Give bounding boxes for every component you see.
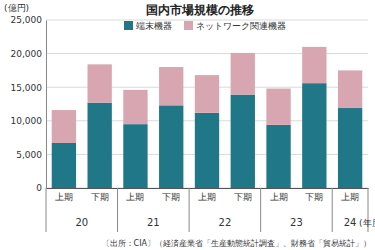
x-tick-label: 上期 [55, 192, 73, 202]
group-label: 22 [219, 217, 232, 228]
group-label: 20 [75, 217, 88, 228]
chart: 05,00010,00015,00020,00025,000上期下期上期下期上期… [0, 0, 375, 250]
bar [231, 53, 255, 95]
bar [195, 113, 219, 188]
plot: 05,00010,00015,00020,00025,000上期下期上期下期上期… [11, 15, 369, 232]
group-label: 24 [344, 217, 357, 228]
x-axis-line [47, 188, 369, 189]
y-tick-label: 15,000 [11, 83, 43, 93]
x-axis-title: (年度) [359, 218, 375, 228]
group-separator [189, 188, 190, 232]
grid [46, 20, 368, 188]
x-tick-label: 下期 [91, 192, 109, 202]
group-separator [260, 188, 261, 232]
group-label: 23 [290, 217, 303, 228]
y-tick-label: 10,000 [11, 116, 43, 126]
y-axis: 0 5,000 10,000 15,000 20,000 25,000 [11, 15, 47, 193]
x-tick: 下期 [162, 188, 180, 202]
legend-swatch [124, 21, 133, 30]
x-tick-label: 上期 [270, 192, 288, 202]
series-bars [52, 47, 363, 143]
y-tick-label: 5,000 [16, 150, 42, 160]
x-tick: 上期 [270, 188, 288, 202]
title: 国内市場規模の推移 [146, 3, 254, 17]
x-tick: 下期 [234, 188, 252, 202]
x-tick-label: 上期 [198, 192, 216, 202]
bar [338, 108, 362, 188]
bar [302, 83, 326, 188]
bar [88, 103, 112, 188]
x-tick: 上期 [198, 188, 216, 202]
source: 〔出所：CIA〕（経済産業省「生産動態統計調査」、財務省「貿易統計」） [102, 239, 371, 248]
bar [231, 95, 255, 188]
x-tick-label: 下期 [305, 192, 323, 202]
group-separator [332, 188, 333, 232]
y-tick: 25,000 [11, 15, 47, 25]
bar [266, 125, 290, 188]
y-tick: 0 [36, 183, 46, 193]
bar [52, 143, 76, 188]
category-groups: 20 21 22 23 24 [46, 188, 368, 232]
legend: 端末機器 ネットワーク関連機器 [124, 21, 286, 31]
x-axis: 上期 下期 上期 下期 上期 下期 上期 下期 上期 [47, 188, 369, 202]
y-axis-line [46, 21, 47, 189]
bar [52, 110, 76, 143]
y-tick: 5,000 [16, 150, 46, 160]
legend-swatch [184, 21, 193, 30]
bar [88, 64, 112, 102]
x-tick: 上期 [341, 188, 359, 202]
bar [195, 75, 219, 113]
y-tick: 15,000 [11, 83, 47, 93]
group-separator [46, 188, 47, 232]
bar [123, 124, 147, 188]
legend-label: 端末機器 [136, 21, 172, 31]
legend-item: 端末機器 [124, 21, 172, 31]
group-label: 21 [147, 217, 160, 228]
x-tick: 下期 [305, 188, 323, 202]
bar [123, 90, 147, 124]
legend-label: ネットワーク関連機器 [196, 21, 286, 31]
bar [266, 89, 290, 125]
x-tick: 上期 [55, 188, 73, 202]
bar [338, 70, 362, 108]
x-tick: 上期 [126, 188, 144, 202]
bar [302, 47, 326, 83]
x-tick-label: 下期 [234, 192, 252, 202]
bar [159, 67, 183, 105]
legend-item: ネットワーク関連機器 [184, 21, 286, 31]
x-tick: 下期 [91, 188, 109, 202]
y-tick: 10,000 [11, 116, 47, 126]
y-tick-label: 20,000 [11, 49, 43, 59]
y-tick-label: 25,000 [11, 15, 43, 25]
y-tick-label: 0 [36, 183, 42, 193]
y-axis-title: (億円) [4, 3, 29, 13]
bars [52, 47, 363, 188]
x-tick-label: 上期 [341, 192, 359, 202]
x-tick-label: 上期 [126, 192, 144, 202]
x-tick-label: 下期 [162, 192, 180, 202]
y-tick: 20,000 [11, 49, 47, 59]
group-separator [117, 188, 118, 232]
bar [159, 105, 183, 188]
